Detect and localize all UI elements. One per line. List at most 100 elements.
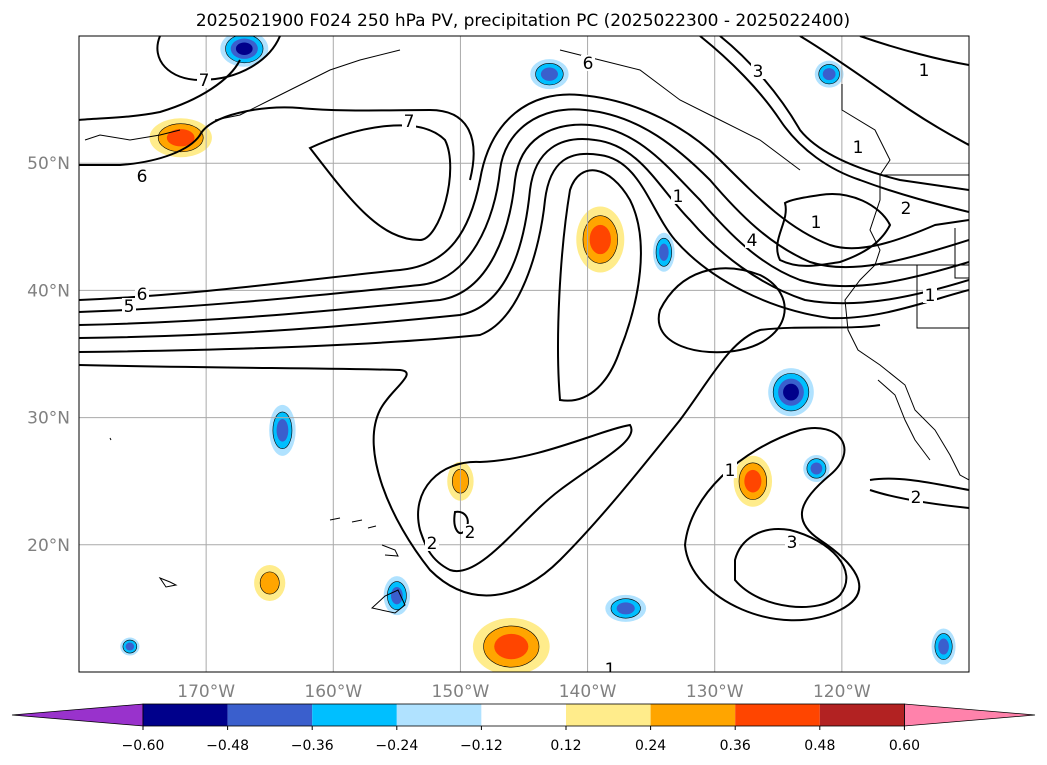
negative-precip-anomaly	[931, 628, 956, 665]
precip-level	[616, 602, 635, 615]
pv-contour-label: 1	[853, 138, 864, 158]
precip-level	[938, 638, 949, 655]
pv-contour-label: 3	[787, 533, 798, 553]
positive-precip-anomaly	[472, 618, 550, 672]
precip-level	[125, 642, 135, 651]
colorbar-segment	[650, 704, 736, 726]
pv-contour-label: 1	[725, 461, 736, 481]
longitude-tick-label: 170°W	[177, 682, 235, 702]
negative-precip-anomaly	[383, 576, 411, 616]
contour-label-bg	[809, 214, 823, 230]
precip-level	[166, 129, 195, 147]
pv-contour-label: 2	[427, 534, 438, 554]
colorbar-segment	[566, 704, 651, 726]
pv-contour-line	[79, 106, 475, 181]
pv-contour-line	[683, 427, 861, 622]
pv-contour-line	[776, 193, 892, 267]
longitude-tick-label: 120°W	[813, 682, 871, 702]
positive-precip-anomaly	[733, 455, 773, 507]
pv-contour-label: 5	[124, 297, 135, 317]
precip-level	[259, 571, 280, 595]
pv-contour-label: 2	[911, 488, 922, 508]
pv-contour-line	[79, 123, 969, 326]
contour-label-bg	[197, 72, 211, 88]
colorbar-tick-label: −0.24	[375, 738, 418, 754]
colorbar-segment	[227, 704, 313, 726]
contour-label-bg	[785, 534, 799, 550]
pv-contour-label: 3	[753, 62, 764, 82]
contour-label-bg	[463, 524, 477, 540]
latitude-tick-label: 30°N	[27, 409, 70, 429]
coastline-segment	[84, 129, 181, 141]
positive-precip-anomaly	[254, 564, 286, 601]
negative-precip-anomaly	[530, 59, 569, 90]
latitude-tick-label: 40°N	[27, 281, 70, 301]
contour-label-bg	[135, 286, 149, 302]
contour-label-bg	[917, 62, 931, 78]
contour-label-bg	[135, 168, 149, 184]
pv-contour-label: 6	[137, 285, 148, 305]
colorbar-extend-max	[904, 703, 1036, 727]
pv-contour-line	[657, 267, 786, 354]
coastline-segment	[329, 517, 399, 557]
negative-precip-anomaly	[803, 454, 830, 482]
coastline-segment	[109, 437, 112, 441]
latitude-tick-label: 20°N	[27, 536, 70, 556]
pv-contour-label: 7	[199, 71, 210, 91]
pv-contour-label: 4	[747, 231, 758, 251]
negative-precip-anomaly	[605, 594, 647, 622]
colorbar: −0.60 −0.48 −0.36 −0.24 −0.12 0.12 0.24 0.36 0.4…	[11, 703, 1036, 754]
pv-contour-line	[859, 36, 969, 66]
map-background	[79, 36, 969, 672]
colorbar-segment	[312, 704, 397, 726]
precip-level	[744, 469, 762, 493]
coastline-segment	[214, 49, 401, 121]
pv-contour-line	[79, 152, 969, 353]
contour-label-bg	[671, 188, 685, 204]
positive-precip-anomaly	[149, 118, 212, 158]
contour-label-bg	[899, 200, 913, 216]
precip-level	[659, 243, 669, 261]
pv-contour-label: 1	[925, 286, 936, 306]
pv-contour-label: 1	[605, 660, 616, 680]
precip-level	[494, 633, 529, 660]
pv-contour-line	[79, 93, 969, 301]
pv-contour-line	[308, 124, 452, 242]
contour-label-bg	[851, 139, 865, 155]
contour-label-bg	[751, 63, 765, 79]
pv-contour-line	[557, 169, 642, 402]
precip-level	[235, 42, 253, 55]
negative-precip-anomaly	[814, 60, 844, 88]
pv-contour-line	[699, 36, 969, 213]
pv-contour-label: 2	[901, 199, 912, 219]
negative-precip-anomaly	[269, 404, 296, 456]
coastline-segment	[370, 589, 406, 614]
colorbar-tick-label: −0.12	[460, 738, 503, 754]
precip-level	[540, 67, 558, 81]
colorbar-tick-label: 0.60	[889, 738, 920, 754]
colorbar-segment	[143, 704, 228, 726]
pv-contour-line	[79, 108, 969, 313]
pv-contour-line	[719, 36, 969, 191]
colorbar-tick-label: 0.48	[804, 738, 835, 754]
contour-label-bg	[603, 661, 617, 672]
colorbar-tick-label: 0.36	[720, 738, 751, 754]
colorbar-frame	[142, 703, 905, 727]
pv-contours	[79, 36, 969, 622]
pv-contour-label: 2	[465, 523, 476, 543]
contour-label-bg	[909, 489, 923, 505]
coastline-segment	[158, 576, 178, 588]
precip-level	[783, 383, 799, 401]
colorbar-tick-label: 0.12	[550, 738, 581, 754]
latitude-tick-labels: 20°N 30°N 40°N 50°N	[27, 154, 70, 556]
pv-contour-label: 7	[404, 112, 415, 132]
negative-precip-anomaly	[120, 637, 140, 656]
pv-contour-label: 6	[137, 167, 148, 187]
coastline-segment	[559, 49, 801, 171]
coastline-segment	[841, 84, 969, 481]
colorbar-segment	[481, 704, 566, 726]
contour-label-bg	[425, 535, 439, 551]
